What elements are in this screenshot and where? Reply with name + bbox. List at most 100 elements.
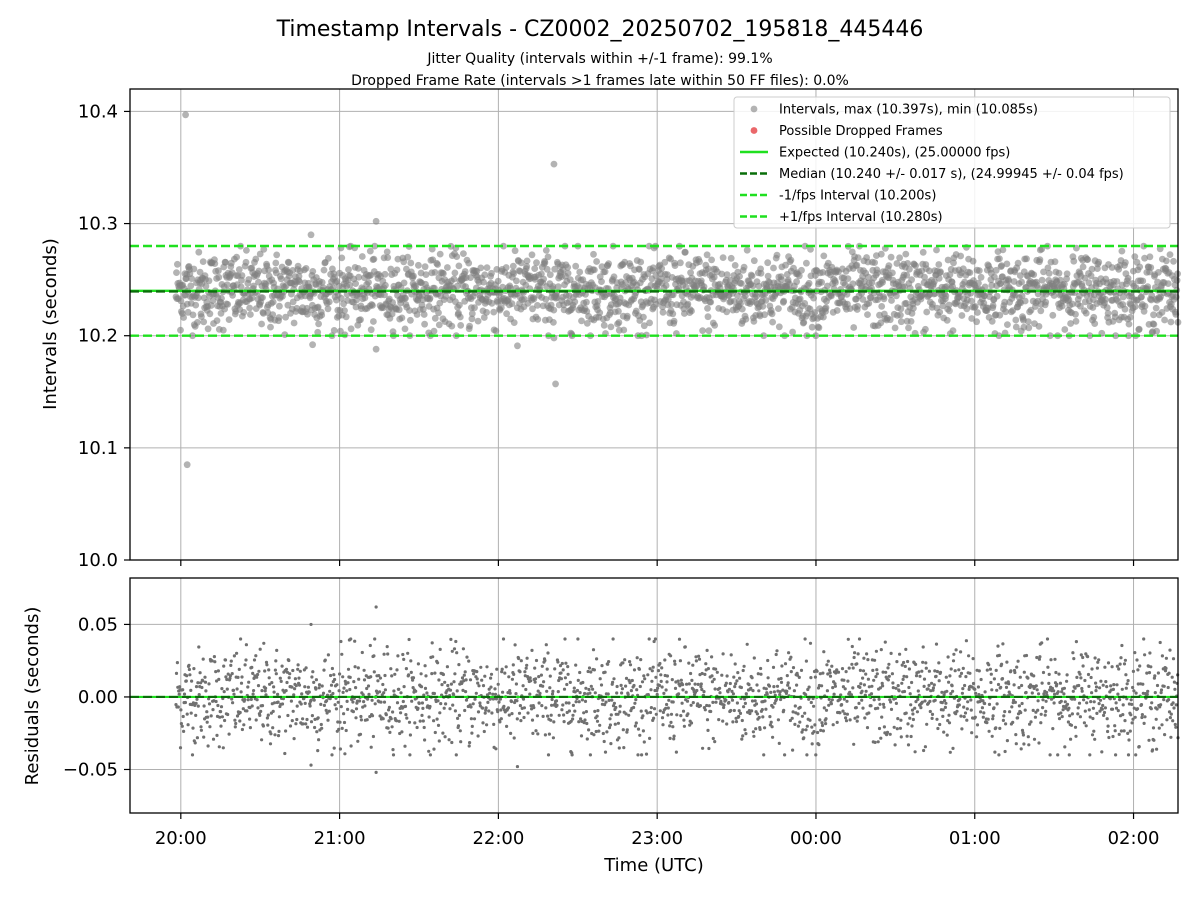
residual-point [698,704,703,708]
interval-point [1040,268,1047,276]
residual-point [452,693,456,697]
residual-point [1037,657,1041,661]
residual-point [865,652,869,656]
residual-point [230,697,234,701]
residual-point [579,717,583,721]
residual-point [770,725,774,729]
interval-point [320,266,328,274]
residual-point [354,707,359,711]
residual-point [1122,729,1126,733]
interval-point [455,262,463,270]
residual-point [264,686,268,690]
residual-point [533,680,537,684]
interval-point [1061,280,1068,288]
residual-point [907,667,912,671]
interval-point [740,263,748,271]
residual-point [580,698,585,702]
interval-point [730,298,738,305]
residual-point [423,738,427,742]
residual-point [489,672,494,676]
residual-point [943,699,947,703]
residual-point [243,698,247,702]
residual-point [808,718,812,722]
interval-point [371,242,379,250]
residual-point [935,717,939,721]
residual-point [339,705,343,709]
residual-point [609,742,613,746]
residual-point [791,748,795,752]
residual-point [1014,733,1018,737]
residual-point [740,737,744,741]
residual-point [796,724,801,728]
residual-point [1053,692,1057,696]
residual-point [1004,722,1008,726]
residual-point [629,689,634,693]
residual-point [487,709,491,713]
residual-point [316,749,320,753]
residual-point [550,697,554,702]
residual-point [312,698,316,702]
residual-point [812,730,816,734]
residual-point [1053,657,1057,661]
interval-point [240,309,248,316]
legend-marker [750,127,758,134]
interval-point [757,269,765,277]
residual-point [424,697,428,702]
interval-point [523,257,531,265]
residual-point [713,740,717,744]
residual-point [869,704,873,708]
residual-point [880,681,884,686]
residual-point [748,711,752,716]
residual-point [805,753,809,757]
residual-point [258,713,262,718]
residual-point [1093,656,1097,660]
residual-point [567,709,572,713]
legend-label: Intervals, max (10.397s), min (10.085s) [779,103,1038,118]
residual-point [1030,691,1034,695]
residual-point [284,729,288,733]
residual-point [1073,725,1078,729]
residual-point [342,686,346,690]
residual-point [665,674,670,678]
residual-point [1162,684,1166,688]
residual-point [611,704,616,708]
residual-point [924,661,928,665]
interval-point [832,279,839,286]
interval-point [330,327,338,334]
residual-point [820,721,824,725]
residual-point [611,637,615,641]
residual-point [369,675,373,679]
interval-point [591,266,598,274]
residual-point [383,673,387,678]
residual-point [847,666,851,670]
interval-point [659,308,667,316]
residual-point [296,667,300,671]
residual-point [993,750,997,754]
interval-point [450,275,458,283]
interval-point [1069,300,1076,308]
residual-point [1155,707,1159,711]
residual-point [1126,753,1131,757]
residual-point [764,687,768,691]
residual-point [310,714,314,718]
interval-point [352,280,359,287]
residual-point [599,683,604,687]
residual-point [699,685,703,689]
residual-point [1074,640,1078,644]
residual-point [226,712,230,717]
residual-point [240,727,244,732]
interval-point [886,316,894,324]
residual-point [694,655,698,659]
residual-point [718,691,722,695]
residual-point [882,705,886,709]
residual-point [624,684,628,688]
residual-point [358,699,362,703]
residual-point [934,674,938,678]
interval-point [815,324,823,332]
residual-point [563,676,568,680]
residual-point [990,688,994,692]
residual-point [1094,689,1098,693]
residual-point [861,669,866,673]
residual-point [675,713,679,717]
